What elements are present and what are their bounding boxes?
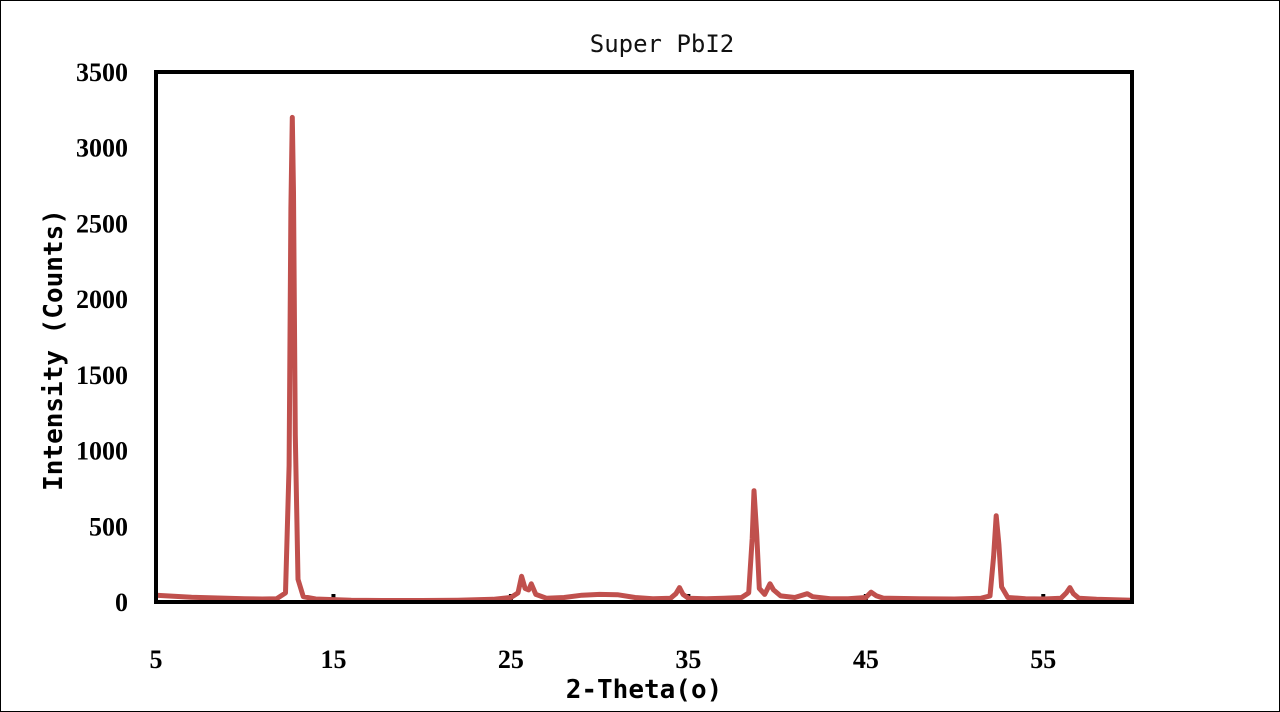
x-tick-label: 25 xyxy=(498,645,524,674)
y-tick-label: 2000 xyxy=(76,285,128,314)
y-tick-label: 0 xyxy=(115,588,128,617)
chart-title: Super PbI2 xyxy=(590,30,735,58)
x-tick-label: 15 xyxy=(320,645,346,674)
y-tick-label: 1500 xyxy=(76,361,128,390)
y-axis-title: Intensity (Counts) xyxy=(39,209,69,491)
y-tick-label: 2500 xyxy=(76,209,128,238)
y-tick-label: 500 xyxy=(89,512,128,541)
y-tick-label: 3500 xyxy=(76,58,128,87)
y-tick-label: 3000 xyxy=(76,134,128,163)
x-tick-label: 55 xyxy=(1030,645,1056,674)
x-axis-title: 2-Theta(o) xyxy=(566,675,723,705)
x-tick-label: 45 xyxy=(853,645,879,674)
x-tick-label: 35 xyxy=(675,645,701,674)
series-line xyxy=(155,114,1133,603)
plot-area-border xyxy=(154,70,1134,604)
y-tick-label: 1000 xyxy=(76,437,128,466)
x-tick-label: 5 xyxy=(150,645,163,674)
y-axis-ticks: 0 500 1000 1500 2000 2500 3000 3500 xyxy=(76,58,128,617)
x-axis-ticks: 5 15 25 35 45 55 xyxy=(150,594,1056,674)
